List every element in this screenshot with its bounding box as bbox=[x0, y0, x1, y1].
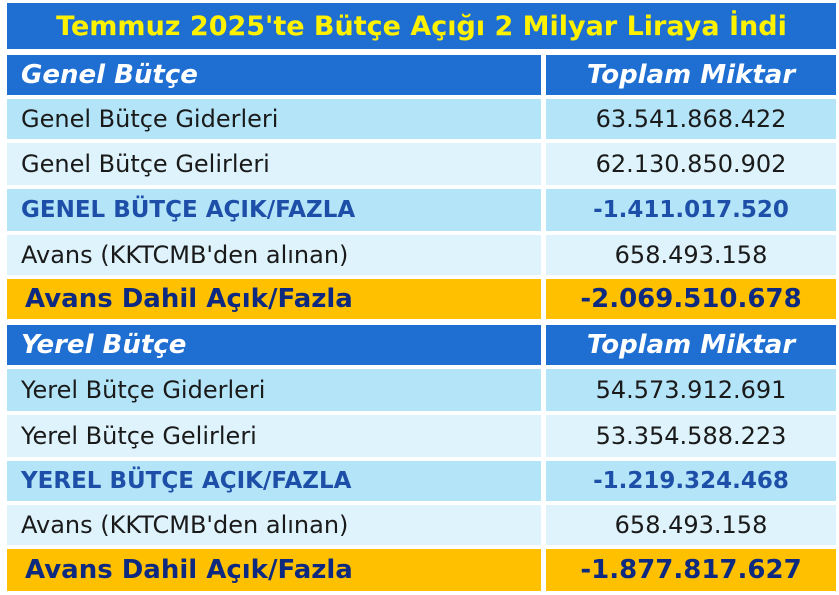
general-budget-header: Genel Bütçe Toplam Miktar bbox=[7, 55, 836, 95]
table-row: Genel Bütçe Gelirleri 62.130.850.902 bbox=[7, 143, 836, 185]
row-value: 54.573.912.691 bbox=[546, 369, 836, 411]
row-label: Genel Bütçe Giderleri bbox=[7, 99, 541, 139]
table-row: Avans (KKTCMB'den alınan) 658.493.158 bbox=[7, 235, 836, 275]
local-budget-header-label: Yerel Bütçe bbox=[7, 325, 541, 365]
local-budget-header-amount: Toplam Miktar bbox=[546, 325, 836, 365]
row-label: YEREL BÜTÇE AÇIK/FAZLA bbox=[7, 461, 541, 501]
row-value: -2.069.510.678 bbox=[546, 279, 836, 319]
row-label: Avans (KKTCMB'den alınan) bbox=[7, 235, 541, 275]
row-label: Yerel Bütçe Gelirleri bbox=[7, 415, 541, 457]
row-value: 658.493.158 bbox=[546, 505, 836, 545]
row-label: Avans Dahil Açık/Fazla bbox=[7, 549, 541, 591]
row-value: -1.219.324.468 bbox=[546, 461, 836, 501]
general-deficit-row: GENEL BÜTÇE AÇIK/FAZLA -1.411.017.520 bbox=[7, 189, 836, 231]
row-value: 62.130.850.902 bbox=[546, 143, 836, 185]
row-label: Avans (KKTCMB'den alınan) bbox=[7, 505, 541, 545]
table-row: Yerel Bütçe Gelirleri 53.354.588.223 bbox=[7, 415, 836, 457]
page-title: Temmuz 2025'te Bütçe Açığı 2 Milyar Lira… bbox=[7, 3, 836, 49]
row-label: Avans Dahil Açık/Fazla bbox=[7, 279, 541, 319]
local-total-row: Avans Dahil Açık/Fazla -1.877.817.627 bbox=[7, 549, 836, 591]
table-row: Yerel Bütçe Giderleri 54.573.912.691 bbox=[7, 369, 836, 411]
table-row: Genel Bütçe Giderleri 63.541.868.422 bbox=[7, 99, 836, 139]
general-budget-header-label: Genel Bütçe bbox=[7, 55, 541, 95]
row-value: -1.877.817.627 bbox=[546, 549, 836, 591]
row-value: 53.354.588.223 bbox=[546, 415, 836, 457]
general-total-row: Avans Dahil Açık/Fazla -2.069.510.678 bbox=[7, 279, 836, 319]
table-row: Avans (KKTCMB'den alınan) 658.493.158 bbox=[7, 505, 836, 545]
row-label: Genel Bütçe Gelirleri bbox=[7, 143, 541, 185]
row-label: Yerel Bütçe Giderleri bbox=[7, 369, 541, 411]
row-value: 658.493.158 bbox=[546, 235, 836, 275]
row-value: -1.411.017.520 bbox=[546, 189, 836, 231]
local-deficit-row: YEREL BÜTÇE AÇIK/FAZLA -1.219.324.468 bbox=[7, 461, 836, 501]
local-budget-header: Yerel Bütçe Toplam Miktar bbox=[7, 325, 836, 365]
row-value: 63.541.868.422 bbox=[546, 99, 836, 139]
general-budget-header-amount: Toplam Miktar bbox=[546, 55, 836, 95]
row-label: GENEL BÜTÇE AÇIK/FAZLA bbox=[7, 189, 541, 231]
